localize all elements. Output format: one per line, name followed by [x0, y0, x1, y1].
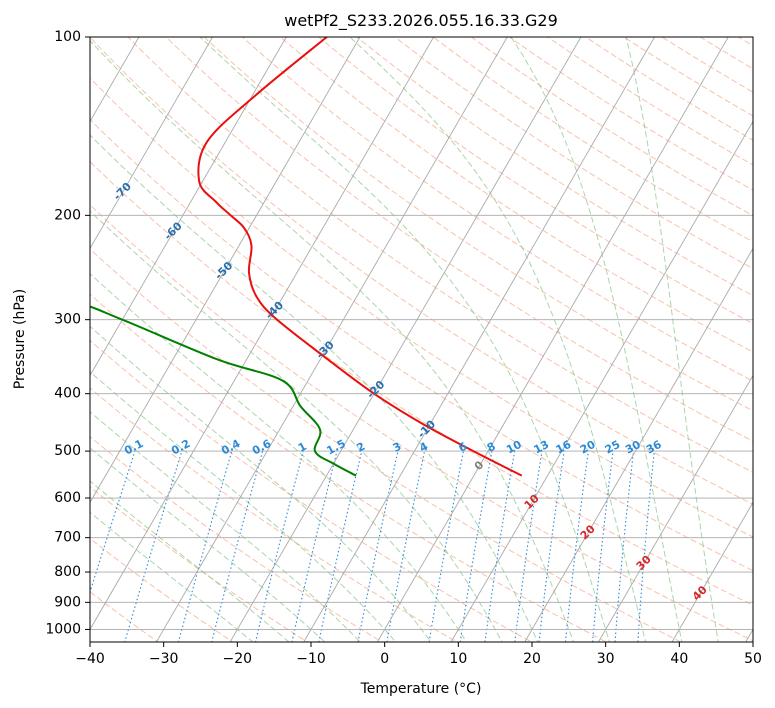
x-tick-label: −20 [223, 651, 253, 667]
plot-frame [89, 36, 754, 643]
dry-adiabat-line [394, 37, 753, 270]
mixing-ratio-label: 20 [578, 438, 598, 457]
x-tick-label: 20 [523, 651, 541, 667]
moist-adiabat-line [349, 37, 647, 642]
dry-adiabat-line [432, 37, 753, 243]
isotherm-line [229, 37, 582, 642]
isotherm-line [303, 37, 656, 642]
temperature-profile-line [197, 37, 523, 477]
y-tick-label: 800 [54, 564, 81, 580]
dry-adiabat-line [470, 37, 753, 217]
moist-adiabat-line [90, 511, 254, 642]
y-tick-label: 900 [54, 594, 81, 610]
mixing-ratio-label: 16 [554, 438, 574, 457]
moist-adiabat-line [90, 40, 574, 642]
moist-adiabat-line [90, 447, 326, 642]
y-tick-label: 400 [54, 386, 81, 402]
y-axis-ticks: 100 200 300 400 500 600 700 800 900 1000 [45, 29, 90, 637]
moist-adiabat-line [90, 134, 539, 642]
isotherm-line [524, 247, 753, 642]
mixing-ratio-label: 36 [644, 438, 664, 457]
isotherm-line [90, 37, 361, 504]
isotherm-line [90, 37, 287, 377]
moist-adiabat-line [90, 371, 397, 642]
dry-adiabat-line [90, 118, 753, 572]
mixing-ratio-label: 10 [504, 438, 524, 457]
dry-adiabat-line [127, 37, 753, 473]
dry-adiabat-line [90, 436, 384, 642]
isotherm-line [671, 501, 753, 642]
isotherm-line [155, 37, 508, 642]
pressure-gridlines [90, 37, 753, 630]
moist-adiabat-line [90, 273, 468, 642]
mixing-ratio-label: 13 [532, 438, 552, 457]
dry-adiabat-line [90, 293, 608, 642]
dry-adiabat-line [546, 37, 753, 166]
dry-adiabat-line [279, 37, 753, 353]
moist-adiabat-line [90, 210, 503, 642]
x-tick-label: 50 [744, 651, 762, 667]
y-tick-label: 300 [54, 312, 81, 328]
moist-adiabat-line [90, 480, 290, 642]
isotherm-line [450, 120, 753, 642]
dry-adiabat-line [165, 37, 753, 442]
dry-adiabat-line [356, 37, 753, 297]
y-tick-label: 1000 [45, 621, 81, 637]
isotherms [90, 37, 753, 642]
x-axis-ticks: −40 −30 −20 −10 0 10 20 30 40 50 [75, 642, 762, 667]
moist-adiabat-line [90, 411, 362, 642]
y-tick-label: 700 [54, 530, 81, 546]
dry-adiabat-line [90, 339, 533, 642]
x-tick-label: 40 [670, 651, 688, 667]
dry-adiabat-line [90, 77, 753, 538]
y-tick-label: 200 [54, 207, 81, 223]
moist-adiabat-line [199, 37, 610, 642]
x-tick-label: −30 [149, 651, 179, 667]
y-tick-label: 600 [54, 490, 81, 506]
x-tick-label: 30 [597, 651, 615, 667]
dry-adiabat-line [90, 37, 753, 505]
x-tick-label: 0 [380, 651, 389, 667]
mixing-ratio-label: 30 [623, 438, 643, 457]
moist-adiabat-line [625, 37, 719, 642]
moist-adiabats [90, 37, 719, 642]
y-axis-label: Pressure (hPa) [12, 289, 28, 389]
dry-adiabat-line [203, 37, 753, 412]
x-tick-label: 10 [449, 651, 467, 667]
dry-adiabat-line [90, 537, 234, 642]
isotherm-line [90, 37, 435, 631]
chart-title: wetPf2_S233.2026.055.16.33.G29 [284, 11, 558, 31]
isotherm-line [90, 37, 214, 250]
dewpoint-profile-line [90, 305, 357, 477]
isotherm-line [597, 374, 753, 642]
y-tick-label: 500 [54, 443, 81, 459]
x-tick-label: −40 [75, 651, 105, 667]
x-axis-label: Temperature (°C) [360, 681, 482, 697]
x-tick-label: −10 [296, 651, 326, 667]
profile-series [90, 37, 523, 477]
isotherm-line [376, 37, 729, 642]
mixing-ratio-label: 25 [603, 438, 623, 457]
dry-adiabat-line [90, 387, 458, 642]
y-tick-label: 100 [54, 29, 81, 45]
